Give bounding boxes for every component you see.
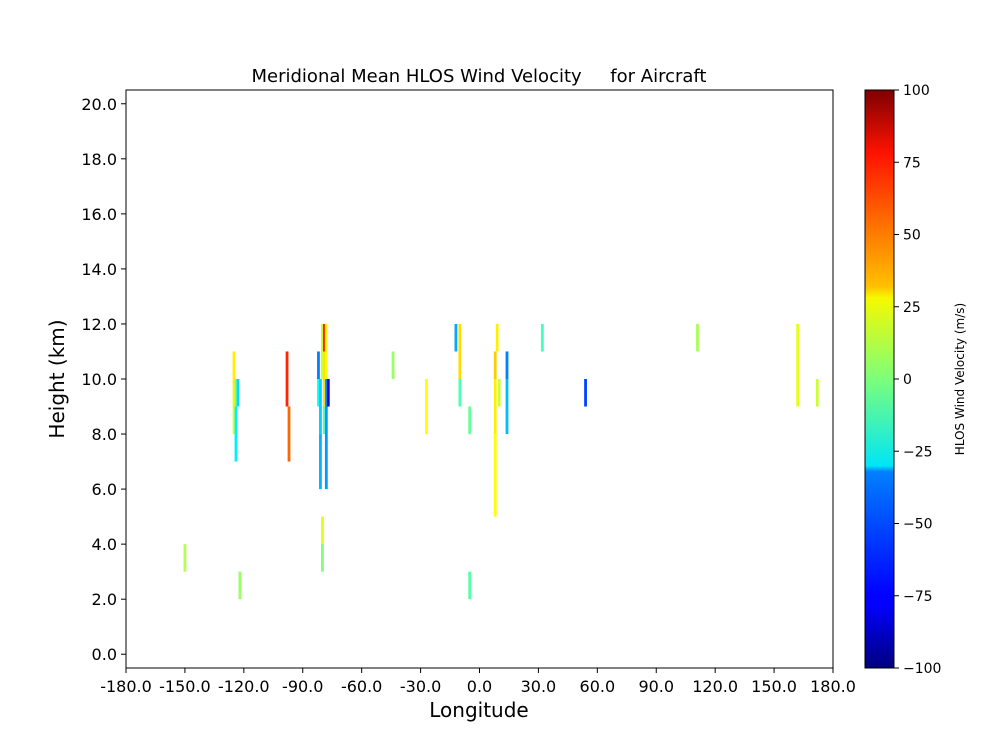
y-tick-label: 16.0 [81,205,117,224]
wind-profile-mark [285,351,289,407]
x-tick-label: -180.0 [100,677,152,696]
wind-profile-mark [425,379,428,435]
colorbar-tick-label: −50 [903,517,933,533]
wind-profile-mark [497,379,501,407]
x-tick-label: -120.0 [218,677,270,696]
x-tick-label: 0.0 [467,677,492,696]
y-axis-label: Height (km) [45,319,69,438]
wind-profile-mark [458,379,462,407]
colorbar-tick-label: 50 [903,228,921,244]
x-tick-label: -90.0 [282,677,323,696]
colorbar [864,89,895,669]
x-tick-label: -30.0 [400,677,441,696]
wind-profile-mark [234,406,238,462]
y-tick-label: 14.0 [81,260,117,279]
colorbar-tick-label: 0 [903,372,912,388]
wind-profile-mark [319,379,322,435]
y-tick-label: 18.0 [81,150,117,169]
wind-profile-mark [505,379,509,435]
colorbar-tick-label: −75 [903,589,933,605]
x-axis-label: Longitude [429,698,528,722]
colorbar-tick-label: 75 [903,155,921,171]
wind-profile-mark [287,406,291,462]
y-tick-label: 10.0 [81,370,117,389]
wind-profile-mark [320,323,324,379]
x-tick-label: -60.0 [341,677,382,696]
wind-profile-mark [815,379,819,407]
x-tick-label: 120.0 [692,677,738,696]
colorbar-tick-label: 100 [903,83,930,99]
y-tick-label: 6.0 [92,480,117,499]
colorbar-label: HLOS Wind Velocity (m/s) [953,303,967,455]
x-tick-label: -150.0 [159,677,211,696]
wind-profile-mark [232,351,236,407]
wind-profile-mark [493,379,497,435]
wind-profile-mark [493,351,497,379]
wind-profile-mark [324,323,328,379]
wind-profile-mark [232,406,236,435]
y-axis: 0.0 2.0 4.0 6.0 8.0 10.0 12.0 14.0 16.0 18.0 20.0 [81,95,126,664]
x-tick-label: 150.0 [751,677,797,696]
colorbar-tick-label: 25 [903,300,921,316]
wind-profile-mark [584,379,587,407]
wind-profile-mark [234,379,238,407]
y-tick-label: 20.0 [81,95,117,114]
wind-profile-mark [796,323,800,407]
wind-profile-mark [322,406,326,435]
wind-profile-mark [326,379,330,407]
x-tick-label: 180.0 [810,677,856,696]
x-axis: -180.0 -150.0 -120.0 -90.0 -60.0 -30.0 0.0 30.0… [100,668,856,696]
wind-profile-mark [468,406,472,435]
y-tick-label: 4.0 [92,535,117,554]
x-tick-label: 60.0 [580,677,616,696]
plot-marks [183,323,819,600]
wind-profile-mark [236,379,240,407]
wind-profile-mark [696,323,699,352]
wind-profile-mark [495,323,499,352]
y-tick-label: 0.0 [92,645,117,664]
wind-profile-mark [238,571,242,600]
x-tick-label: 30.0 [521,677,557,696]
wind-profile-mark [322,323,326,352]
wind-profile-mark [322,351,326,407]
wind-profile-mark [183,544,187,572]
wind-profile-mark [468,571,472,600]
y-tick-label: 8.0 [92,425,117,444]
wind-profile-mark [391,351,395,379]
plot-frame [125,89,834,669]
wind-profile-mark [319,434,322,490]
wind-profile-mark [317,351,320,379]
wind-profile-mark [493,434,497,517]
wind-profile-mark [505,351,509,379]
wind-profile-mark [458,323,462,379]
wind-profile-mark [540,323,544,352]
wind-profile-mark [454,323,458,352]
chart-title: Meridional Mean HLOS Wind Velocity for A… [252,66,707,87]
wind-profile-mark [320,516,324,545]
colorbar-tick-label: −25 [903,444,933,460]
y-tick-label: 12.0 [81,315,117,334]
wind-profile-mark [324,379,328,490]
x-tick-label: 90.0 [638,677,674,696]
colorbar-axis: −100 −75 −50 −25 0 25 50 75 100 [894,83,941,677]
y-tick-label: 2.0 [92,590,117,609]
wind-profile-mark [317,379,320,407]
colorbar-tick-label: −100 [903,661,941,677]
